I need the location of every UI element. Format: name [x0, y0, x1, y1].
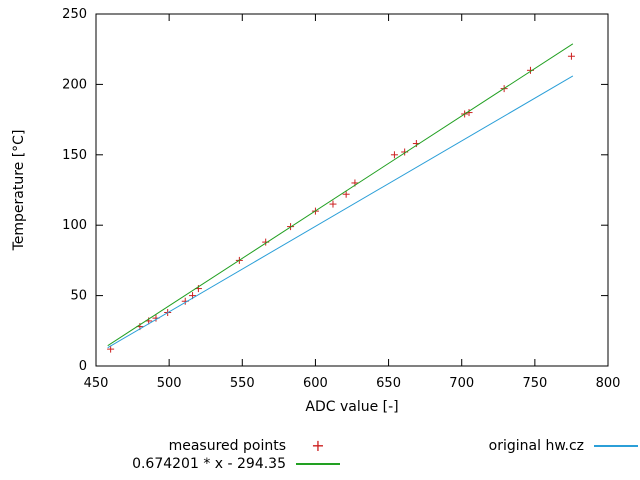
x-axis-title: ADC value [-]	[305, 399, 398, 415]
legend-label-original-hwcz: original hw.cz	[488, 438, 584, 454]
x-tick-label: 650	[376, 376, 401, 391]
series-line-2	[107, 75, 574, 349]
blue-line-swatch-icon	[594, 445, 638, 447]
legend-entry-fit-line: 0.674201 * x - 294.35	[0, 456, 340, 472]
legend-entry-measured-points: measured points +	[0, 436, 340, 455]
legend-label-measured-points: measured points	[168, 438, 286, 454]
legend-entry-original-hwcz: original hw.cz	[300, 438, 638, 454]
green-line-swatch-icon	[296, 463, 340, 465]
x-tick-label: 700	[449, 376, 474, 391]
x-tick-label: 500	[157, 376, 182, 391]
plot-border	[95, 13, 609, 367]
x-tick-label: 750	[522, 376, 547, 391]
y-tick-label: 200	[62, 77, 87, 92]
series-line-1	[107, 43, 574, 347]
x-tick-label: 800	[596, 376, 621, 391]
x-tick-label: 550	[230, 376, 255, 391]
plus-marker-icon: +	[311, 436, 325, 455]
x-tick-label: 450	[84, 376, 109, 391]
y-tick-label: 100	[62, 218, 87, 233]
legend-label-fit-formula: 0.674201 * x - 294.35	[132, 456, 286, 472]
x-tick-label: 600	[303, 376, 328, 391]
y-tick-label: 150	[62, 148, 87, 163]
y-axis-title: Temperature [°C]	[11, 130, 27, 252]
y-tick-label: 250	[62, 7, 87, 22]
y-tick-label: 0	[79, 359, 87, 374]
temperature-vs-adc-chart: 450 500 550 600 650 700 750 800 0 50 100 150 200 250 A…	[11, 7, 621, 415]
y-tick-label: 50	[70, 289, 87, 304]
